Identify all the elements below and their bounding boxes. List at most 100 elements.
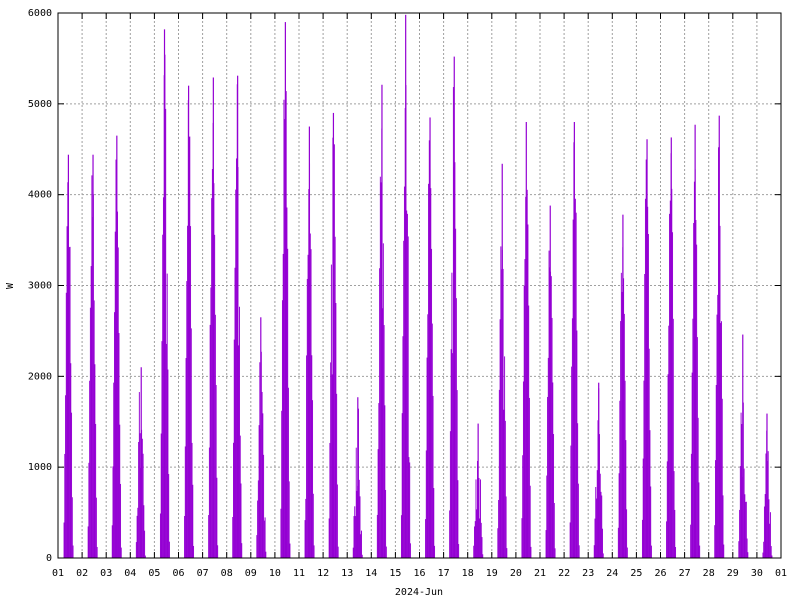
bar — [400, 515, 402, 558]
bar — [241, 543, 243, 558]
bar — [478, 477, 480, 558]
bar — [714, 525, 716, 558]
bar — [575, 212, 577, 559]
x-tick-label: 11 — [293, 568, 305, 579]
bar — [358, 408, 359, 558]
bar — [190, 226, 192, 558]
bar — [721, 321, 722, 558]
bar — [650, 486, 652, 558]
day-bars-2024-06-13 — [352, 397, 363, 558]
bar — [352, 547, 354, 558]
bar — [718, 147, 719, 558]
bar — [189, 136, 191, 558]
bar — [120, 547, 122, 558]
bar — [666, 521, 668, 558]
bar — [91, 175, 93, 558]
bar — [553, 434, 555, 558]
bar — [554, 548, 556, 558]
bar — [406, 213, 408, 558]
x-tick-label: 09 — [245, 568, 257, 579]
bar — [693, 222, 695, 558]
day-bars-2024-06-15 — [400, 14, 411, 559]
bar — [551, 317, 553, 558]
x-tick-label: 22 — [558, 568, 570, 579]
x-tick-label: 24 — [606, 568, 618, 579]
bar — [769, 512, 771, 558]
day-bars-2024-06-12 — [328, 112, 339, 559]
bar — [623, 313, 625, 558]
bar — [330, 362, 332, 558]
bar — [763, 541, 765, 558]
bar — [499, 319, 501, 558]
x-tick-label: 21 — [534, 568, 546, 579]
bar-peak — [501, 163, 503, 558]
bar — [474, 521, 476, 558]
bar — [68, 247, 70, 558]
bar — [355, 516, 356, 558]
x-tick-label: 26 — [654, 568, 666, 579]
bar — [281, 300, 283, 558]
bar — [312, 493, 314, 558]
day-bars-2024-06-21 — [545, 205, 556, 559]
bar — [739, 509, 741, 558]
bar-peak — [381, 84, 383, 558]
day-bars-2024-06-16 — [425, 117, 436, 559]
bar — [160, 433, 162, 558]
bar — [193, 545, 195, 558]
bar — [548, 250, 550, 559]
bar — [500, 246, 502, 558]
bar — [70, 363, 72, 558]
bar — [770, 546, 772, 558]
bar-peak — [766, 413, 768, 558]
x-tick-label: 15 — [389, 568, 401, 579]
bar — [334, 236, 336, 558]
bar — [406, 210, 408, 558]
bar — [528, 305, 530, 558]
x-tick-label: 18 — [462, 568, 474, 579]
bar — [552, 382, 554, 558]
axes: 0 1000 2000 3000 4000 5000 6000 01 02 03 04 05 06 07 0… — [28, 8, 787, 579]
bar-peak — [212, 77, 214, 559]
day-bars-2024-06-28 — [714, 115, 725, 558]
bar — [310, 249, 312, 558]
bar — [168, 541, 170, 558]
bar — [455, 228, 457, 558]
bar — [240, 483, 242, 558]
bar — [64, 453, 66, 558]
day-bars-2024-06-24 — [617, 214, 628, 558]
bar — [667, 374, 669, 558]
y-tick-label: 0 — [46, 553, 52, 564]
bar — [289, 543, 291, 558]
bar — [618, 473, 620, 558]
bar — [481, 537, 483, 558]
bar — [191, 442, 193, 558]
bar — [284, 119, 286, 558]
bar — [312, 400, 314, 558]
bar — [765, 453, 767, 558]
bar — [333, 144, 335, 558]
bar — [385, 546, 387, 558]
bar — [165, 343, 167, 558]
bar — [214, 314, 216, 558]
bar — [159, 513, 161, 558]
bar — [263, 454, 265, 558]
bar — [641, 519, 643, 558]
bar — [358, 479, 360, 558]
bar — [645, 159, 647, 558]
bar-peak — [477, 423, 479, 558]
bar — [328, 518, 330, 558]
bar — [451, 272, 453, 558]
bar — [593, 545, 595, 558]
bar — [746, 538, 748, 558]
bar — [409, 462, 411, 558]
bar — [286, 207, 288, 558]
bar — [209, 324, 211, 558]
bar — [217, 545, 219, 558]
x-tick-label: 01 — [52, 568, 64, 579]
bar — [114, 312, 115, 558]
bar — [94, 364, 96, 558]
bar — [674, 509, 676, 558]
bar — [168, 474, 170, 558]
bar — [258, 425, 260, 558]
x-tick-label: 04 — [124, 568, 136, 579]
